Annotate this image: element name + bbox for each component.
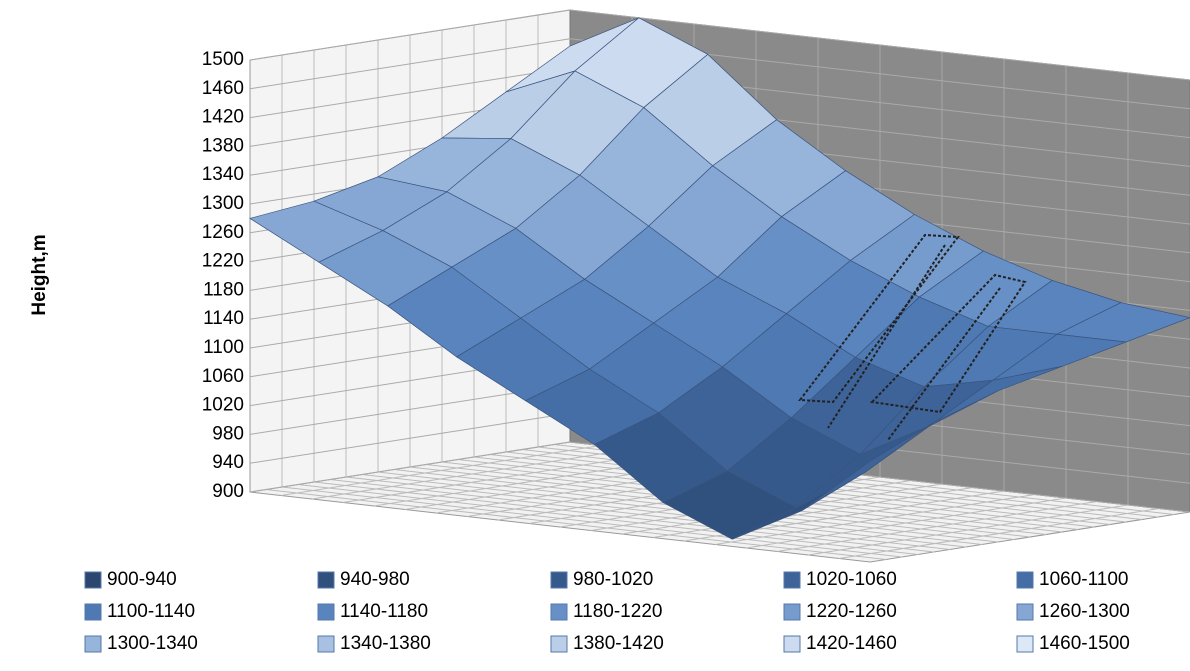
y-tick-label: 1460	[202, 78, 244, 99]
y-tick-label: 980	[212, 423, 244, 444]
annotation-arrow	[887, 287, 1001, 441]
annotation-box	[798, 233, 960, 404]
grid-line	[249, 441, 1190, 513]
legend-label: 1460-1500	[1039, 633, 1130, 654]
legend-swatch	[783, 571, 801, 589]
legend-label: 1060-1100	[1039, 569, 1128, 590]
y-tick-label: 1020	[202, 395, 244, 416]
y-tick-label: 1420	[202, 107, 244, 128]
y-tick-label: 1340	[202, 164, 244, 185]
floor-grid	[776, 501, 1098, 552]
y-tick-label: 1100	[203, 337, 244, 358]
legend-swatch	[84, 603, 102, 621]
annotation-arrow	[827, 244, 946, 429]
floor-grid	[838, 508, 1160, 559]
legend-label: 1100-1140	[107, 601, 195, 622]
y-axis-label: Height,m	[29, 234, 50, 315]
floor-grid	[745, 497, 1067, 549]
legend-label: 1300-1340	[107, 633, 198, 654]
y-tick-label: 1180	[203, 279, 244, 300]
y-tick-label: 940	[212, 452, 244, 473]
y-tick-label: 1380	[202, 135, 244, 156]
y-tick-label: 1220	[202, 251, 244, 272]
legend-label: 980-1020	[573, 569, 653, 590]
legend-swatch	[550, 635, 568, 653]
annotation-arrows	[798, 233, 1027, 441]
y-tick-label: 1260	[202, 222, 244, 243]
grid-line	[249, 9, 1190, 81]
legend-swatch	[1016, 603, 1034, 621]
annotation-box	[869, 273, 1027, 414]
y-tick-label: 1300	[202, 193, 244, 214]
legend-swatch	[550, 571, 568, 589]
floor-grid	[652, 487, 974, 538]
legend-label: 1140-1180	[340, 601, 428, 622]
legend-swatch	[1016, 571, 1034, 589]
y-tick-label: 1500	[202, 49, 244, 70]
legend-swatch	[783, 603, 801, 621]
y-tick-label: 1140	[203, 308, 244, 329]
legend-label: 900-940	[107, 569, 177, 590]
legend-label: 1220-1260	[806, 601, 897, 622]
legend-label: 1260-1300	[1039, 601, 1130, 622]
legend-label: 1020-1060	[806, 569, 897, 590]
y-tick-label: 900	[212, 481, 244, 502]
legend-swatch	[783, 635, 801, 653]
legend-swatch	[317, 571, 335, 589]
legend-label: 1180-1220	[573, 601, 662, 622]
legend-swatch	[550, 603, 568, 621]
legend-swatch	[84, 635, 102, 653]
legend-swatch	[317, 603, 335, 621]
legend-label: 1340-1380	[340, 633, 431, 654]
legend-label: 1420-1460	[806, 633, 897, 654]
legend-label: 940-980	[340, 569, 410, 590]
legend-swatch	[1016, 635, 1034, 653]
legend-swatch	[84, 571, 102, 589]
y-tick-label: 1060	[202, 366, 244, 387]
floor-grid	[807, 504, 1129, 556]
surface-cell	[800, 422, 935, 512]
legend-label: 1380-1420	[573, 633, 664, 654]
legend-swatch	[317, 635, 335, 653]
floor-grid	[714, 494, 1036, 545]
grid-line	[249, 38, 1190, 110]
